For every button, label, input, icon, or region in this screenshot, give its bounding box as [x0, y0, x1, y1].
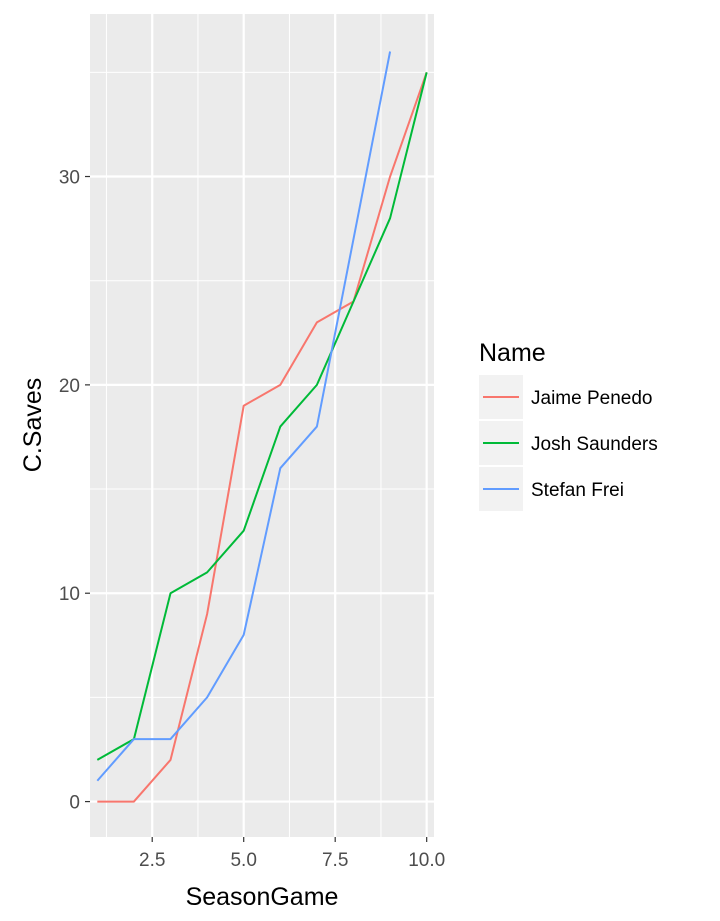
legend-label: Stefan Frei [531, 480, 624, 501]
series-line [96, 51, 392, 782]
x-tick-label: 2.5 [139, 850, 165, 871]
series-lines [96, 51, 428, 803]
x-axis-title: SeasonGame [186, 883, 339, 911]
minor-gridlines [90, 14, 434, 837]
legend-label: Josh Saunders [531, 434, 658, 455]
series-line [97, 72, 428, 803]
major-gridlines [90, 14, 434, 837]
plot-panel [90, 14, 434, 837]
x-tick-label: 5.0 [230, 850, 256, 871]
series-line [96, 72, 428, 761]
legend: Name Jaime Penedo Josh Saunders Stefan Fre… [479, 339, 658, 511]
y-axis-title: C.Saves [19, 378, 47, 472]
y-tick-label: 30 [59, 168, 80, 189]
legend-title: Name [479, 339, 546, 367]
x-axis: 2.5 5.0 7.5 10.0 [139, 837, 445, 871]
y-tick-label: 20 [59, 376, 80, 397]
legend-items: Jaime Penedo Josh Saunders Stefan Frei [479, 375, 658, 511]
x-tick-label: 10.0 [408, 850, 445, 871]
legend-label: Jaime Penedo [531, 388, 652, 409]
y-tick-label: 10 [59, 584, 80, 605]
y-tick-label: 0 [69, 793, 80, 814]
x-tick-label: 7.5 [322, 850, 348, 871]
y-axis: 0 10 20 30 [59, 168, 90, 814]
